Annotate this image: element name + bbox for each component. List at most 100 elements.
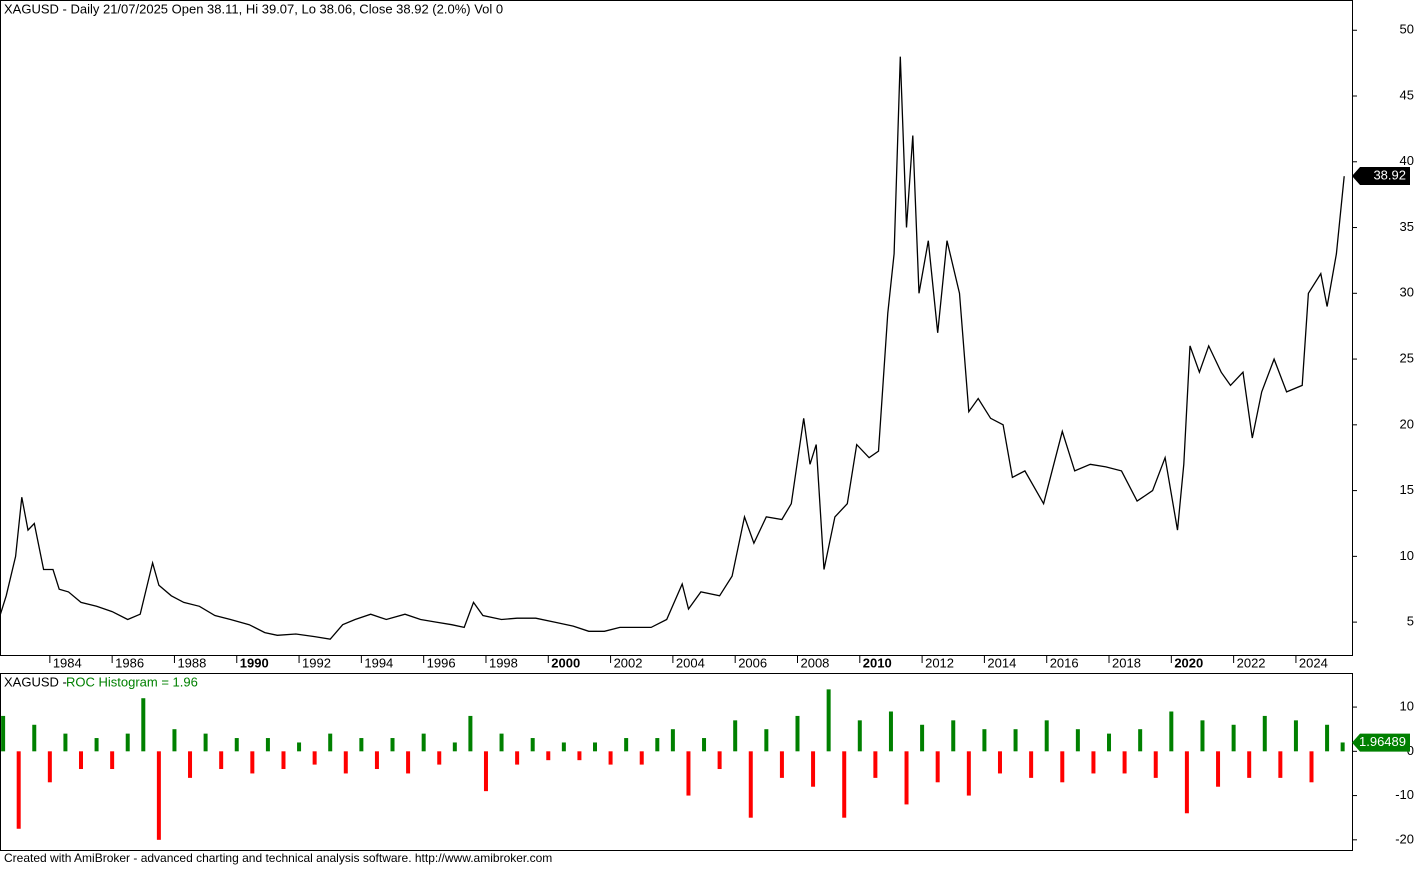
roc-bar	[1262, 715, 1267, 752]
roc-bar	[281, 751, 286, 770]
roc-bar	[94, 738, 99, 752]
y-tick-label: 10	[1400, 699, 1414, 714]
y-tick-label: 50	[1400, 22, 1414, 37]
last-value-label: 1.96489	[1359, 734, 1406, 749]
roc-bar	[608, 751, 613, 765]
roc-bar	[390, 738, 395, 752]
roc-bar	[188, 751, 193, 778]
roc-bar	[779, 751, 784, 778]
roc-bar	[686, 751, 691, 796]
roc-bar	[639, 751, 644, 765]
roc-bar	[764, 729, 769, 752]
roc-bar	[1200, 720, 1205, 752]
roc-bar	[1122, 751, 1127, 774]
roc-bar	[920, 724, 925, 752]
y-tick-label: 20	[1400, 416, 1414, 431]
roc-bar	[1184, 751, 1189, 814]
x-tick-label: 2024	[1299, 655, 1328, 670]
x-tick-label: 1988	[177, 655, 206, 670]
roc-bar	[1231, 724, 1236, 752]
roc-bar	[172, 729, 177, 752]
roc-bar	[156, 751, 161, 840]
roc-bar	[437, 751, 442, 765]
roc-bar	[717, 751, 722, 770]
roc-bar	[406, 751, 411, 774]
roc-bar	[842, 751, 847, 818]
roc-bar	[966, 751, 971, 796]
y-tick-label: 35	[1400, 219, 1414, 234]
price-line	[0, 56, 1345, 640]
roc-bar	[234, 738, 239, 752]
roc-bar	[1075, 729, 1080, 752]
roc-bar	[125, 733, 130, 752]
x-tick-label: 1996	[427, 655, 456, 670]
roc-bar	[265, 738, 270, 752]
price-pane	[0, 0, 1353, 656]
roc-bar	[343, 751, 348, 774]
roc-bar	[748, 751, 753, 818]
y-tick-label: 10	[1400, 548, 1414, 563]
roc-bar	[935, 751, 940, 783]
x-tick-label: 2000	[551, 655, 580, 670]
roc-bar	[297, 742, 302, 752]
x-tick-label: 2014	[987, 655, 1016, 670]
roc-bar	[1325, 724, 1330, 752]
roc-bar	[468, 715, 473, 752]
roc-bar	[1, 715, 6, 752]
footer: Created with AmiBroker - advanced charti…	[4, 851, 552, 865]
roc-bar	[624, 738, 629, 752]
roc-bar	[546, 751, 551, 761]
roc-bar	[452, 742, 457, 752]
roc-bar	[795, 715, 800, 752]
y-tick-label: 25	[1400, 351, 1414, 366]
roc-title: ROC Histogram = 1.96	[66, 674, 198, 689]
roc-bar	[1278, 751, 1283, 778]
roc-bar	[219, 751, 224, 770]
roc-bar	[530, 738, 535, 752]
roc-bar	[47, 751, 52, 783]
roc-bar	[997, 751, 1002, 774]
y-tick-label: 15	[1400, 482, 1414, 497]
roc-bar	[483, 751, 488, 792]
x-tick-label: 2012	[925, 655, 954, 670]
y-tick-label: 5	[1407, 614, 1414, 629]
roc-bar	[203, 733, 208, 752]
roc-bar	[1060, 751, 1065, 783]
roc-bar	[63, 733, 68, 752]
roc-bar	[1216, 751, 1221, 787]
roc-bar	[32, 724, 37, 752]
y-tick-label: 45	[1400, 87, 1414, 102]
last-value-tag	[1352, 733, 1410, 752]
chart-title: XAGUSD - Daily 21/07/2025 Open 38.11, Hi…	[4, 1, 503, 16]
roc-bar	[826, 689, 831, 752]
y-tick-label: -20	[1395, 831, 1414, 846]
roc-bar	[312, 751, 317, 765]
roc-bar	[499, 733, 504, 752]
roc-bar	[1138, 729, 1143, 752]
roc-bar	[982, 729, 987, 752]
x-tick-label: 2016	[1050, 655, 1079, 670]
x-tick-label: 1986	[115, 655, 144, 670]
roc-bar	[374, 751, 379, 770]
x-tick-label: 2002	[614, 655, 643, 670]
x-tick-label: 1990	[240, 655, 269, 670]
roc-bar	[857, 720, 862, 752]
roc-bar	[1044, 720, 1049, 752]
x-tick-label: 2018	[1112, 655, 1141, 670]
roc-bar	[141, 698, 146, 752]
roc-bar	[1107, 733, 1112, 752]
x-tick-label: 1984	[53, 655, 82, 670]
roc-bar	[733, 720, 738, 752]
roc-bar	[16, 751, 21, 829]
roc-bar	[577, 751, 582, 761]
roc-pane	[0, 673, 1353, 851]
roc-bar	[1153, 751, 1158, 778]
roc-bar	[561, 742, 566, 752]
y-tick-label: 0	[1407, 743, 1414, 758]
roc-bar	[1293, 720, 1298, 752]
roc-symbol: XAGUSD -	[4, 674, 67, 689]
roc-bar	[359, 738, 364, 752]
roc-bar	[670, 729, 675, 752]
roc-bar	[1247, 751, 1252, 778]
